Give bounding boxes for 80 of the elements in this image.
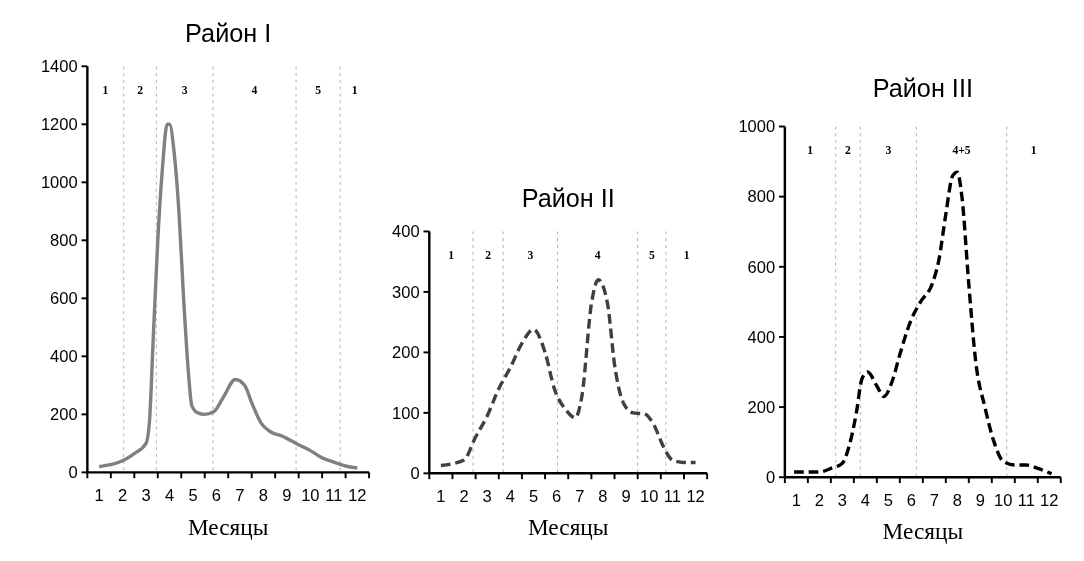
y-tick-label: 1000 [40, 173, 78, 192]
x-tick-label: 9 [621, 487, 631, 506]
annotation: 2 [845, 143, 852, 157]
x-tick-label: 4 [505, 487, 515, 506]
annotation: 4+5 [952, 143, 971, 157]
annotation: 4 [251, 83, 258, 97]
x-tick-label: 12 [348, 486, 367, 505]
y-tick-label: 600 [50, 289, 78, 308]
annotation: 2 [137, 83, 144, 97]
x-tick-label: 7 [235, 486, 245, 505]
x-tick-label: 2 [814, 491, 824, 510]
annotation: 1 [807, 143, 814, 157]
x-tick-label: 12 [686, 487, 705, 506]
y-tick-label: 400 [50, 347, 78, 366]
annotation: 3 [885, 143, 892, 157]
x-tick-label: 7 [929, 491, 939, 510]
annotation: 2 [485, 248, 492, 262]
x-tick-label: 10 [994, 491, 1013, 510]
y-tick-label: 800 [50, 231, 78, 250]
line-series [439, 278, 698, 468]
x-tick-label: 4 [860, 491, 870, 510]
annotation: 5 [315, 83, 322, 97]
y-tick-label: 100 [392, 403, 420, 422]
y-tick-label: 1200 [40, 115, 78, 134]
x-axis-title: Месяцы [527, 514, 609, 541]
chart-title: Район II [521, 184, 615, 213]
x-tick-label: 10 [301, 486, 320, 505]
x-tick-label: 5 [883, 491, 893, 510]
x-axis-title: Месяцы [187, 513, 269, 540]
y-tick-label: 600 [747, 257, 776, 276]
y-tick-label: 0 [68, 463, 78, 482]
y-tick-label: 200 [392, 343, 420, 362]
chart-title: Район I [185, 19, 272, 47]
x-tick-label: 5 [528, 487, 539, 506]
x-tick-label: 1 [436, 487, 446, 506]
line-series [97, 122, 360, 470]
annotation: 1 [1030, 143, 1037, 157]
x-tick-label: 9 [975, 491, 985, 510]
x-tick-label: 11 [1017, 491, 1035, 510]
annotation: 4 [594, 248, 601, 262]
annotation: 1 [351, 83, 358, 97]
y-tick-label: 0 [765, 468, 776, 486]
y-tick-label: 1000 [738, 117, 776, 136]
x-tick-label: 8 [258, 486, 269, 505]
x-tick-label: 2 [117, 486, 128, 505]
y-tick-label: 800 [747, 187, 776, 206]
x-tick-label: 4 [164, 486, 175, 505]
x-tick-label: 10 [640, 487, 659, 506]
y-tick-label: 400 [392, 222, 420, 241]
annotation: 3 [527, 248, 534, 262]
x-tick-label: 3 [837, 491, 847, 510]
annotation: 3 [181, 83, 188, 97]
y-tick-label: 400 [747, 327, 776, 346]
annotation: 1 [683, 248, 690, 262]
x-tick-label: 3 [141, 486, 151, 505]
x-tick-label: 2 [459, 487, 469, 506]
y-tick-label: 300 [392, 282, 420, 301]
y-tick-label: 200 [50, 405, 78, 424]
x-tick-label: 6 [552, 487, 562, 506]
y-tick-label: 0 [410, 464, 420, 483]
x-tick-label: 1 [94, 486, 104, 505]
x-tick-label: 8 [598, 487, 608, 506]
x-tick-label: 5 [188, 486, 198, 505]
x-tick-label: 3 [482, 487, 492, 506]
x-tick-label: 1 [791, 491, 801, 510]
y-tick-label: 1400 [40, 57, 78, 76]
x-tick-label: 11 [663, 487, 681, 506]
chart-title: Район III [872, 74, 973, 103]
x-tick-label: 7 [575, 487, 585, 506]
annotation: 5 [648, 248, 655, 262]
annotation: 1 [448, 248, 455, 262]
y-tick-label: 200 [747, 397, 776, 416]
x-axis-title: Месяцы [882, 518, 964, 545]
x-tick-label: 8 [952, 491, 962, 510]
x-tick-label: 9 [282, 486, 292, 505]
x-tick-label: 12 [1040, 491, 1059, 510]
x-tick-label: 6 [211, 486, 222, 505]
x-tick-label: 11 [325, 486, 343, 505]
x-tick-label: 6 [906, 491, 916, 510]
annotation: 1 [102, 83, 109, 97]
